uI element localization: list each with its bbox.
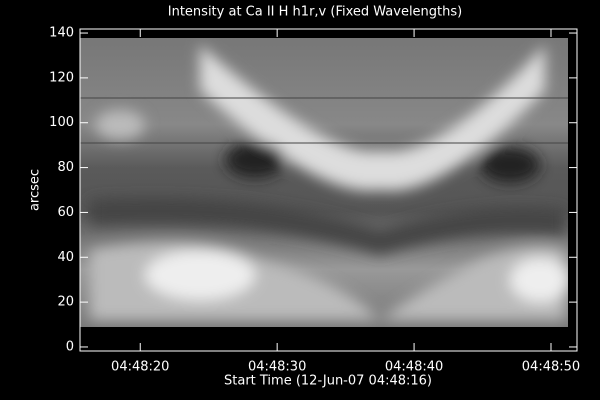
y-tick-label: 120	[49, 70, 74, 85]
y-tick-label: 0	[66, 339, 74, 354]
y-tick-label: 100	[49, 115, 74, 130]
plot-frame	[79, 28, 578, 352]
y-axis-label: arcsec	[28, 169, 43, 211]
chart-title: Intensity at Ca II H h1r,v (Fixed Wavele…	[168, 5, 462, 20]
x-tick-label: 04:48:50	[522, 360, 580, 375]
x-axis-label: Start Time (12-Jun-07 04:48:16)	[224, 374, 432, 389]
y-tick-label: 40	[57, 250, 74, 265]
x-tick-label: 04:48:30	[248, 360, 306, 375]
x-tick-label: 04:48:40	[385, 360, 443, 375]
y-tick-label: 60	[57, 205, 74, 220]
x-tick-label: 04:48:20	[111, 360, 169, 375]
y-tick-label: 140	[49, 26, 74, 41]
y-tick-label: 20	[57, 295, 74, 310]
intensity-image	[80, 38, 568, 327]
y-tick-label: 80	[57, 160, 74, 175]
